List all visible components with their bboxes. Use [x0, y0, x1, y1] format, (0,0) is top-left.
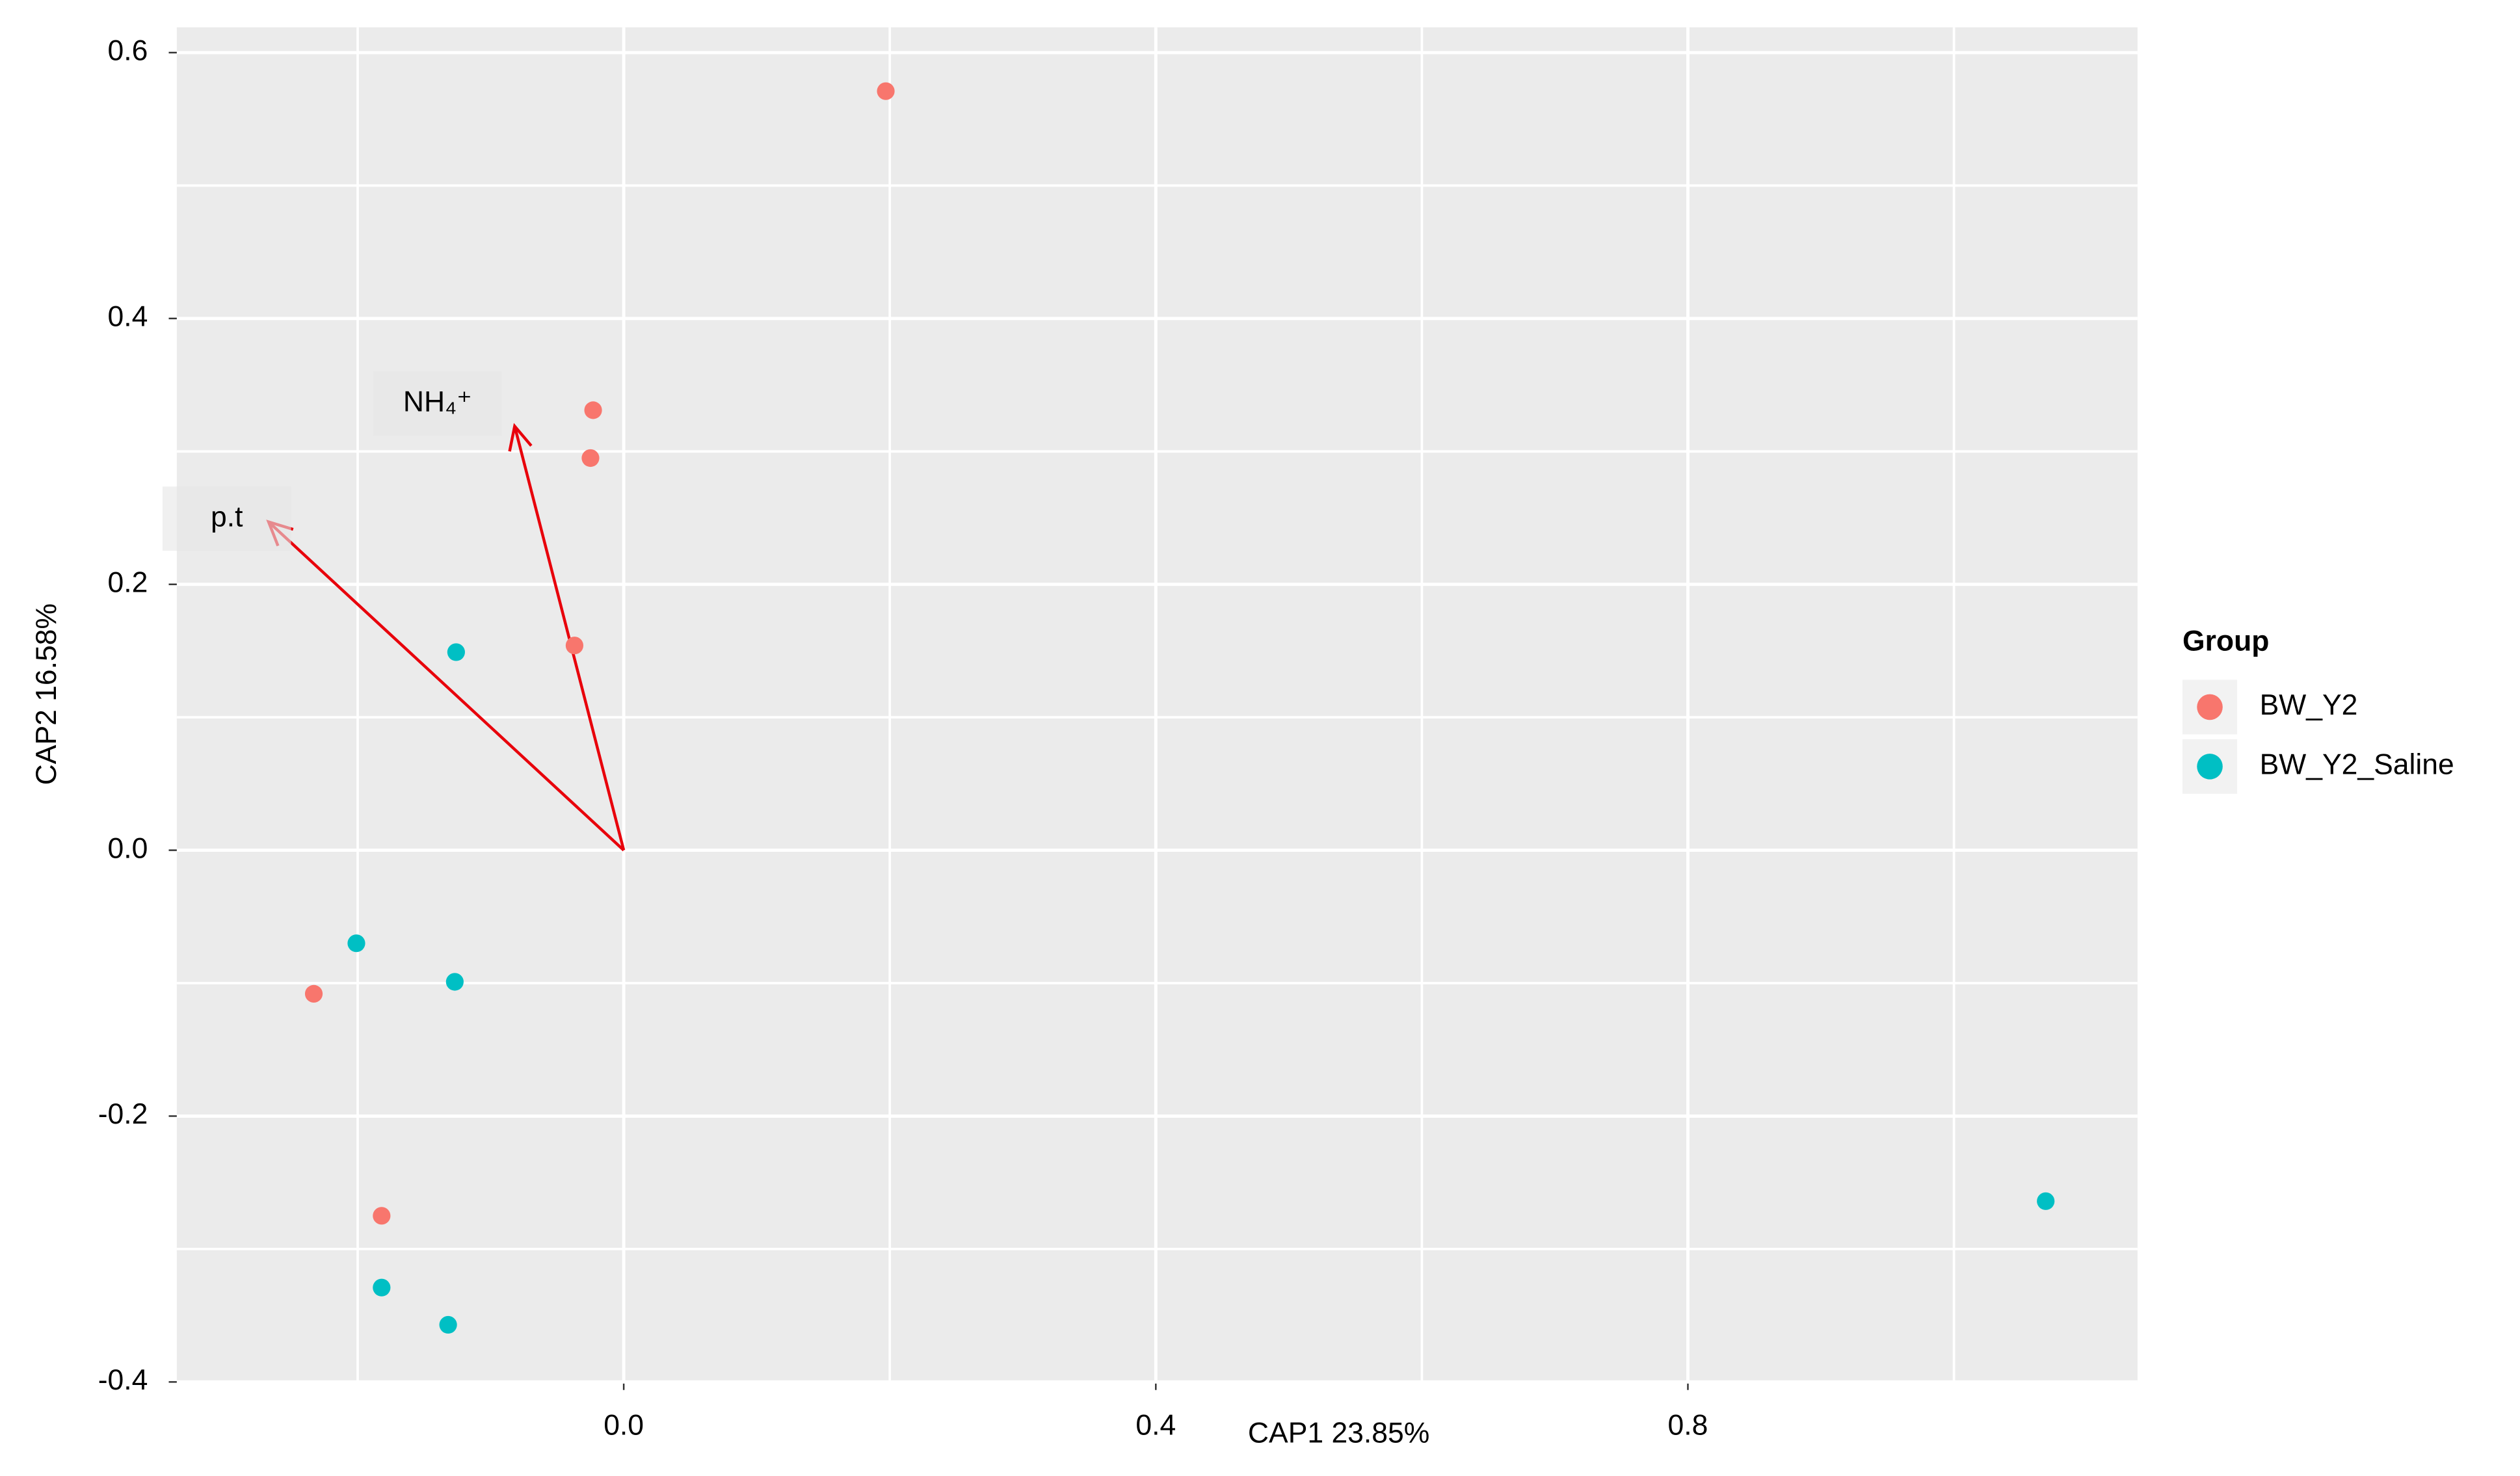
arrow-label: NH₄⁺: [403, 386, 472, 418]
legend-label: BW_Y2: [2260, 689, 2358, 721]
arrow-label-bg: [373, 371, 502, 436]
y-tick-label: 0.0: [108, 832, 148, 864]
biplot-arrow: [267, 520, 625, 852]
y-axis-label: CAP2 16.58%: [31, 603, 62, 785]
point: [584, 401, 602, 419]
legend-title: Group: [2182, 625, 2269, 657]
y-tick-label: 0.4: [108, 301, 148, 333]
point: [581, 449, 600, 468]
point: [2037, 1192, 2055, 1210]
biplot-arrow: [513, 425, 626, 851]
point: [565, 637, 584, 655]
x-axis-label: CAP1 23.85%: [1248, 1417, 1429, 1449]
point: [877, 82, 895, 100]
arrow-label-bg: [162, 486, 291, 551]
arrow-label: p.t: [211, 501, 243, 533]
y-tick-label: 0.6: [108, 35, 148, 67]
y-tick-label: 0.2: [108, 566, 148, 598]
x-tick-label: 0.8: [1668, 1409, 1708, 1441]
point: [373, 1278, 391, 1297]
point: [445, 973, 464, 991]
legend-label: BW_Y2_Saline: [2260, 749, 2454, 781]
x-tick-label: 0.0: [603, 1409, 644, 1441]
point: [439, 1315, 457, 1334]
legend-marker: [2197, 694, 2223, 720]
point: [447, 643, 465, 661]
point: [373, 1207, 391, 1225]
y-tick-label: -0.4: [98, 1364, 148, 1396]
y-tick-label: -0.2: [98, 1098, 148, 1130]
arrow-head: [508, 423, 533, 452]
x-tick-label: 0.4: [1135, 1409, 1176, 1441]
point: [304, 984, 323, 1003]
point: [347, 934, 365, 953]
legend-marker: [2197, 754, 2223, 780]
